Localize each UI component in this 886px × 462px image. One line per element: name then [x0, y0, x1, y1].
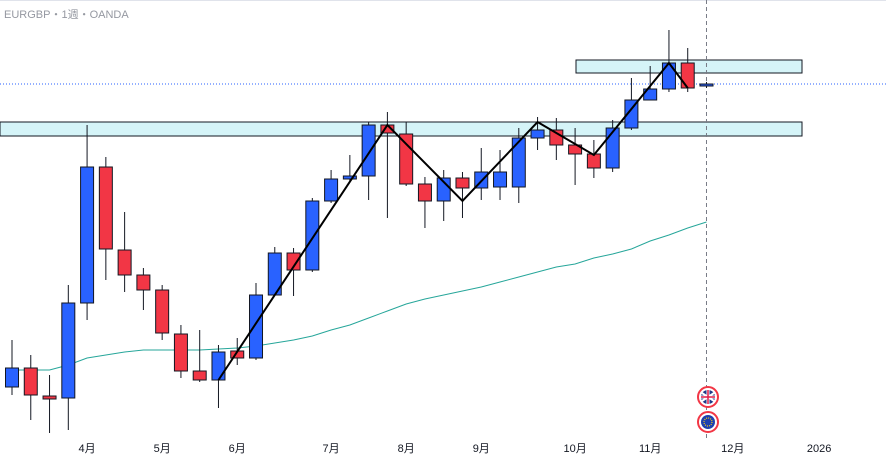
moving-average: [12, 221, 707, 371]
candle-body: [155, 289, 170, 334]
candle-body: [211, 351, 226, 381]
x-tick-label: 12月: [721, 443, 744, 455]
candle-body: [23, 367, 38, 396]
candle-body: [305, 200, 320, 271]
candle-body: [61, 302, 76, 399]
candle-body: [42, 395, 57, 400]
candle-body: [324, 178, 339, 202]
candle-body: [699, 83, 714, 87]
candle-body: [286, 252, 301, 271]
x-tick-label: 9月: [473, 443, 490, 455]
candle-body: [624, 99, 639, 129]
candle-body: [192, 370, 207, 381]
uk-flag-icon: [697, 386, 719, 408]
candle-body: [680, 62, 695, 89]
candle-body: [417, 183, 432, 202]
eu-flag-icon: [697, 411, 719, 433]
candle-body: [249, 294, 264, 359]
zigzag-line: [217, 61, 689, 381]
candle-body: [605, 127, 620, 169]
candle-body: [173, 333, 188, 372]
x-tick-label: 11月: [639, 443, 661, 455]
candle-body: [117, 249, 132, 276]
candle-body: [455, 177, 470, 189]
candle-body: [530, 129, 545, 139]
x-tick-label: 7月: [323, 443, 340, 455]
chart-title: EURGBP・1週・OANDA: [4, 8, 129, 21]
x-tick-label: 4月: [79, 443, 96, 455]
candle-body: [342, 175, 357, 180]
x-tick-label: 8月: [398, 443, 415, 455]
candle-body: [493, 171, 508, 188]
candle-body: [511, 137, 526, 188]
candle-body: [361, 124, 376, 177]
candle-body: [98, 166, 113, 250]
x-tick-label: 10月: [563, 443, 586, 455]
candle-body: [136, 274, 151, 291]
x-tick-label: 6月: [229, 443, 246, 455]
candle-body: [661, 62, 676, 90]
candle-body: [80, 166, 95, 304]
candle-body: [399, 133, 414, 185]
x-tick-label: 5月: [154, 443, 171, 455]
candle-body: [5, 367, 19, 388]
x-tick-label: 2026: [807, 443, 831, 455]
